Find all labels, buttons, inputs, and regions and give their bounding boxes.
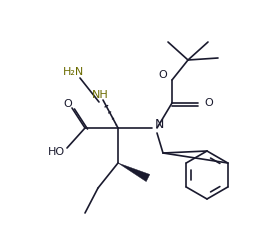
Text: NH: NH xyxy=(92,90,108,100)
Text: N: N xyxy=(155,118,164,131)
Text: HO: HO xyxy=(48,147,64,157)
Text: O: O xyxy=(204,98,213,108)
Text: O: O xyxy=(64,99,72,109)
Text: O: O xyxy=(158,70,167,80)
Polygon shape xyxy=(118,163,150,182)
Text: H₂N: H₂N xyxy=(63,67,85,77)
